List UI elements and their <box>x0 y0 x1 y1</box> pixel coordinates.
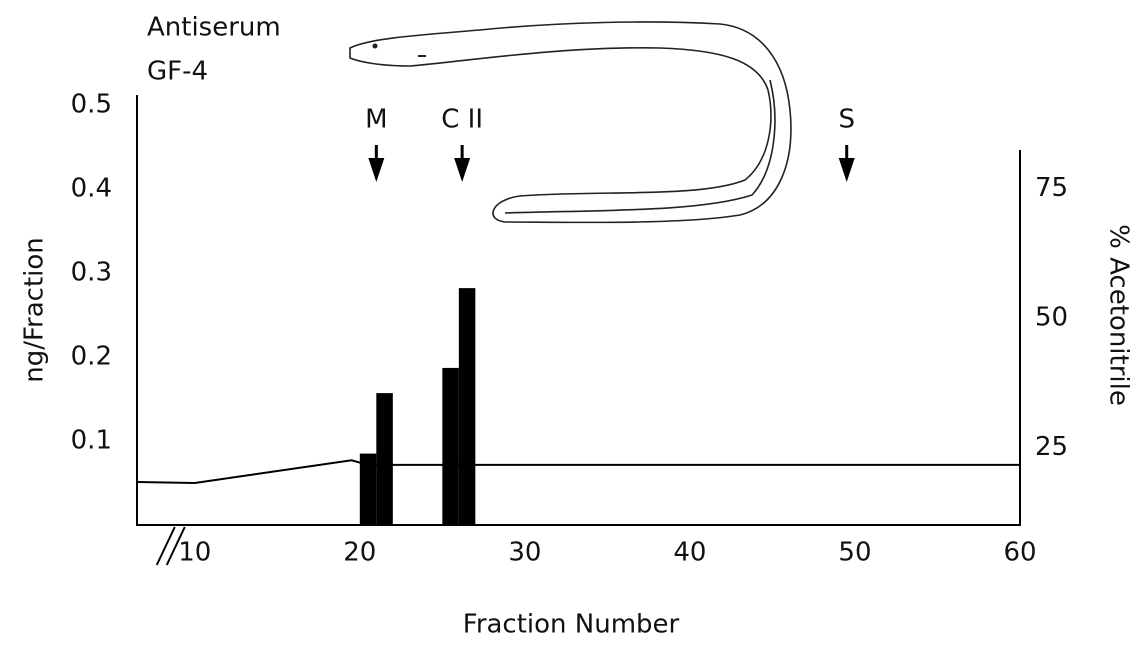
y2-tick-label: 25 <box>1035 432 1068 462</box>
bar <box>376 393 393 525</box>
axis-break <box>165 526 186 566</box>
bar <box>359 453 377 525</box>
y-axis-title: ng/Fraction <box>20 237 50 383</box>
x-tick-label: 50 <box>838 538 871 568</box>
y2-axis-title: % Acetonitrile <box>1104 224 1134 406</box>
marker-label: S <box>838 105 855 135</box>
marker-label: M <box>365 105 387 135</box>
y-tick-label: 0.2 <box>71 342 112 372</box>
axes <box>136 95 1021 526</box>
y2-tick-label: 50 <box>1035 302 1068 332</box>
x-tick-label: 40 <box>673 538 706 568</box>
marker-arrow <box>368 158 385 182</box>
axis-break <box>155 526 176 566</box>
x-tick-label: 60 <box>1003 538 1036 568</box>
bar <box>442 367 459 525</box>
marker-arrow <box>454 158 471 182</box>
title-line: Antiserum <box>147 13 281 43</box>
y-tick-label: 0.3 <box>71 258 112 288</box>
x-tick-label: 10 <box>178 538 211 568</box>
y-tick-label: 0.5 <box>71 90 112 120</box>
x-tick-label: 20 <box>343 538 376 568</box>
y-tick-label: 0.4 <box>71 174 112 204</box>
y-tick-label: 0.1 <box>71 426 112 456</box>
bar <box>458 288 476 525</box>
marker-arrow <box>838 158 855 182</box>
marker-label: C II <box>441 105 483 135</box>
y2-tick-label: 75 <box>1035 173 1068 203</box>
acetonitrile-line <box>136 459 1020 485</box>
title-line: GF-4 <box>147 57 208 87</box>
eel-illustration <box>349 21 792 224</box>
x-tick-label: 30 <box>508 538 541 568</box>
x-axis-title: Fraction Number <box>463 610 680 640</box>
